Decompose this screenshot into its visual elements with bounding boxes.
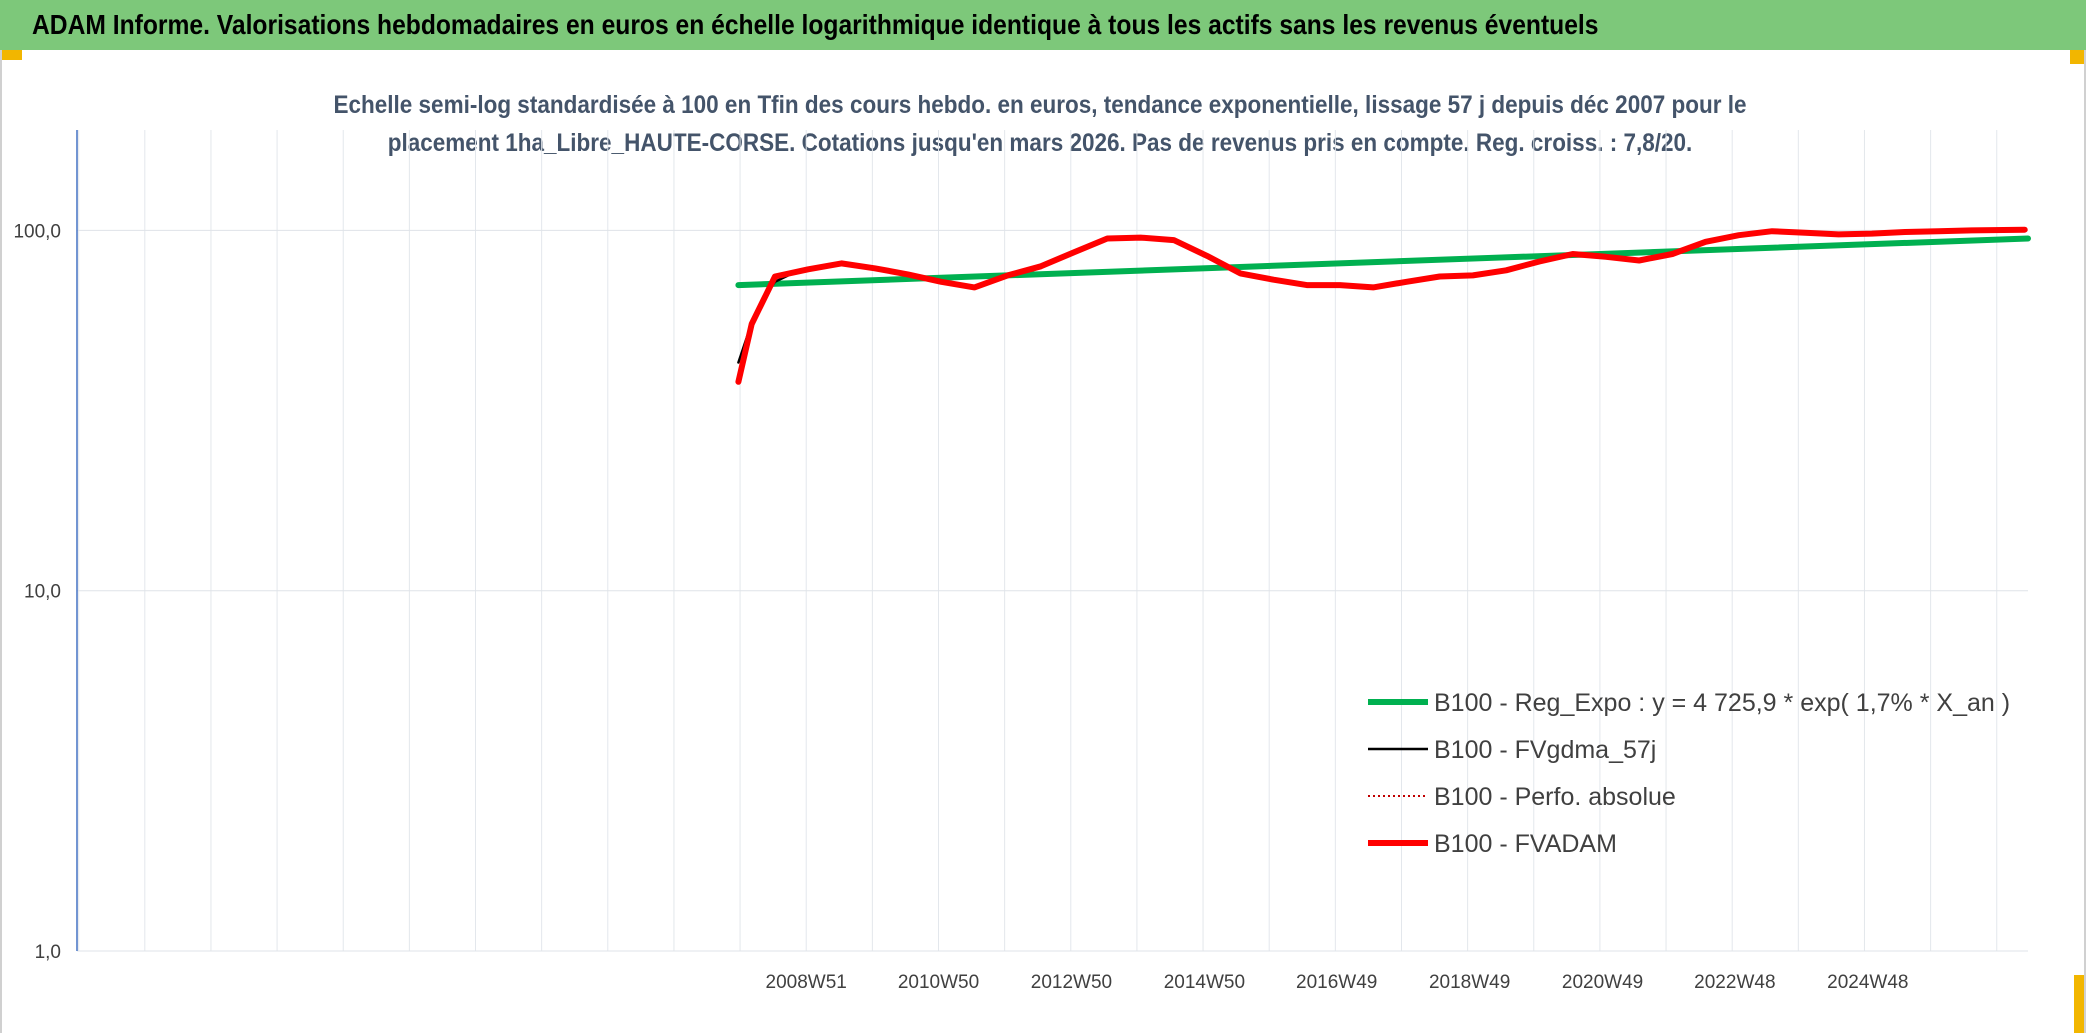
y-tick-label: 10,0 bbox=[24, 582, 61, 603]
chart-subtitle-line-2: placement 1ha_Libre_HAUTE-CORSE. Cotatio… bbox=[387, 129, 1693, 157]
x-tick-label: 2010W50 bbox=[898, 972, 979, 993]
x-tick-label: 2020W49 bbox=[1562, 972, 1643, 993]
axes: 1,0 10,0 100,0 2008W51 2010W50 2012W50 2014W50… bbox=[13, 130, 1908, 993]
corner-marker-bottom-right bbox=[2074, 975, 2086, 1033]
corner-marker-top-right bbox=[2070, 50, 2086, 64]
header-banner: ADAM Informe. Valorisations hebdomadaire… bbox=[0, 0, 2086, 50]
y-tick-label: 100,0 bbox=[13, 221, 61, 242]
x-tick-label: 2012W50 bbox=[1031, 972, 1112, 993]
x-tick-label: 2022W48 bbox=[1694, 972, 1775, 993]
chart-frame bbox=[0, 50, 2086, 1033]
corner-marker-top-left bbox=[0, 50, 22, 60]
page-title: ADAM Informe. Valorisations hebdomadaire… bbox=[32, 9, 1599, 40]
x-tick-label: 2018W49 bbox=[1429, 972, 1510, 993]
legend-label-3: B100 - FVADAM bbox=[1434, 830, 1617, 858]
x-tick-label: 2008W51 bbox=[766, 972, 847, 993]
legend-label-0: B100 - Reg_Expo : y = 4 725,9 * exp( 1,7… bbox=[1434, 689, 2010, 717]
x-tick-label: 2016W49 bbox=[1296, 972, 1377, 993]
legend: B100 - Reg_Expo : y = 4 725,9 * exp( 1,7… bbox=[1368, 689, 2010, 858]
x-tick-label: 2024W48 bbox=[1827, 972, 1908, 993]
series bbox=[735, 226, 2031, 385]
grid bbox=[77, 130, 2028, 952]
legend-label-2: B100 - Perfo. absolue bbox=[1434, 783, 1676, 811]
x-tick-label: 2014W50 bbox=[1164, 972, 1245, 993]
legend-label-1: B100 - FVgdma_57j bbox=[1434, 736, 1656, 764]
series-line-3 bbox=[735, 226, 2028, 385]
chart-subtitle: Echelle semi-log standardisée à 100 en T… bbox=[284, 86, 1796, 162]
y-tick-label: 1,0 bbox=[35, 942, 61, 963]
chart-subtitle-line-1: Echelle semi-log standardisée à 100 en T… bbox=[333, 91, 1747, 119]
series-line-0 bbox=[735, 235, 2031, 289]
